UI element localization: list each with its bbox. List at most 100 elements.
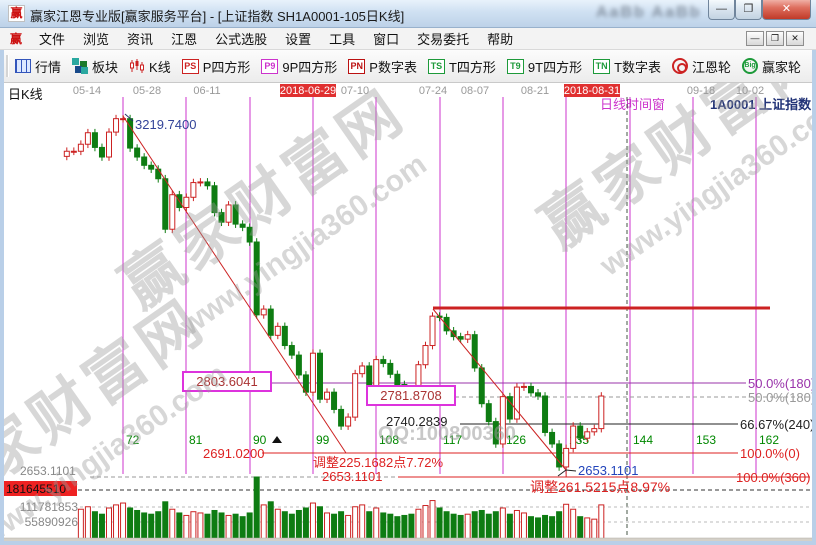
volume-bar: [84, 506, 91, 540]
candle-body: [309, 352, 316, 393]
candle-body: [570, 425, 577, 449]
volume-bar: [183, 514, 190, 540]
date-tick: 09-18: [687, 85, 715, 97]
volume-bar: [77, 508, 84, 540]
candle-body: [535, 392, 542, 397]
window-frame-right: [812, 50, 816, 545]
toolbar-button-9P四方形[interactable]: P9 9P四方形: [261, 57, 337, 76]
count-label: 108: [379, 433, 399, 447]
annotation: 100.0%(0): [740, 446, 800, 461]
menu-item-浏览[interactable]: 浏览: [83, 32, 110, 47]
date-tick: 07-10: [341, 85, 369, 97]
toolbar-button-赢家轮[interactable]: Big 赢家轮: [742, 57, 801, 76]
toolbar-grip[interactable]: [6, 55, 9, 77]
candle-body: [246, 226, 253, 243]
toolbar-button-P数字表[interactable]: PN P数字表: [348, 57, 417, 76]
volume-bar: [197, 512, 204, 540]
menu-item-工具[interactable]: 工具: [329, 32, 356, 47]
volume-bar: [127, 507, 134, 540]
mdi-close-button[interactable]: ✕: [786, 31, 804, 46]
menu-item-设置[interactable]: 设置: [285, 32, 312, 47]
date-tick-highlight: 2018-06-29: [280, 85, 336, 97]
candle-body: [63, 150, 70, 157]
toolbar-label: 9T四方形: [527, 59, 583, 75]
candle-body: [239, 223, 246, 228]
candle-body: [549, 431, 556, 445]
volume-bar: [577, 516, 584, 540]
menu-item-江恩[interactable]: 江恩: [171, 32, 198, 47]
volume-tick: 55890926: [25, 515, 79, 529]
menu-item-资讯[interactable]: 资讯: [127, 32, 154, 47]
candle-body: [506, 396, 513, 420]
candle-body: [542, 395, 549, 433]
candle-body: [499, 396, 506, 445]
volume-bar: [373, 507, 380, 540]
toolbar-button-江恩轮[interactable]: 江恩轮: [672, 57, 731, 76]
candle-body: [464, 334, 471, 340]
candle-body: [274, 325, 281, 336]
ps-box-icon: PS: [181, 58, 199, 74]
toolbar-button-行情[interactable]: 行情: [15, 57, 61, 76]
toolbar-label: K线: [149, 59, 171, 75]
trend-line: [432, 308, 567, 471]
menu-item-公式选股[interactable]: 公式选股: [215, 32, 268, 47]
toolbar-button-9T四方形[interactable]: T9 9T四方形: [506, 57, 583, 76]
candle-body: [520, 385, 527, 388]
annotation: 50.0%(180): [748, 376, 815, 391]
volume-bar: [359, 504, 366, 540]
minimize-button[interactable]: —: [708, 0, 735, 20]
volume-bar: [253, 476, 260, 540]
annotation: 调整225.1682点7.72%: [313, 455, 444, 470]
toolbar-button-K线[interactable]: K线: [129, 57, 171, 76]
volume-bar: [450, 513, 457, 540]
volume-bar: [563, 503, 570, 540]
volume-bar: [464, 513, 471, 540]
window-frame-bottom: [0, 541, 816, 545]
volume-bar: [274, 508, 281, 540]
volume-bar: [176, 512, 183, 540]
menu-item-交易委托[interactable]: 交易委托: [417, 32, 470, 47]
candle-body: [331, 391, 338, 410]
toolbar-button-P四方形[interactable]: PS P四方形: [181, 57, 251, 76]
window-frame-left: [0, 50, 4, 545]
volume-bar: [190, 511, 197, 540]
volume-bar: [281, 511, 288, 540]
candle-body: [485, 403, 492, 423]
maximize-button[interactable]: ❐: [735, 0, 762, 20]
candle-body: [324, 391, 331, 400]
volume-bar: [387, 513, 394, 540]
toolbar-label: P四方形: [202, 59, 251, 75]
date-tick: 07-24: [419, 85, 447, 97]
menu-item-窗口[interactable]: 窗口: [373, 32, 400, 47]
candle-body: [105, 131, 112, 158]
mdi-minimize-button[interactable]: —: [746, 31, 764, 46]
close-button[interactable]: ✕: [762, 0, 811, 20]
volume-bar: [324, 512, 331, 540]
menu-item-帮助[interactable]: 帮助: [487, 32, 514, 47]
mdi-restore-button[interactable]: ❐: [766, 31, 784, 46]
count-label: 117: [443, 433, 462, 447]
candle-body: [556, 443, 563, 468]
toolbar-label: 板块: [92, 59, 119, 75]
volume-bar: [570, 508, 577, 540]
pointer-line: [557, 469, 577, 477]
menu-item-文件[interactable]: 文件: [39, 32, 66, 47]
volume-bar: [232, 513, 239, 540]
date-tick: 08-07: [461, 85, 489, 97]
volume-bar: [316, 506, 323, 540]
count-label: 144: [633, 433, 653, 447]
kline-chart[interactable]: 05-14 05-28 06-11 2018-06-29 07-10 07-24 08-07…: [0, 16, 816, 545]
symbol-caption: 1A0001 上证指数: [710, 97, 812, 112]
candle-body: [471, 334, 478, 369]
count-label: 81: [189, 433, 203, 447]
toolbar-button-板块[interactable]: 板块: [72, 57, 118, 76]
candle-body: [380, 359, 387, 364]
date-tick: 10-02: [736, 85, 764, 97]
toolbar-label: T四方形: [448, 59, 496, 75]
toolbar-button-T四方形[interactable]: TS T四方形: [427, 57, 496, 76]
p9-box-icon: P9: [261, 58, 279, 74]
candle-body: [338, 408, 345, 427]
toolbar-button-T数字表[interactable]: TN T数字表: [593, 57, 661, 76]
menu-logo-icon: 赢: [10, 32, 23, 46]
window-title: 赢家江恩专业版[赢家服务平台] - [上证指数 SH1A0001-105日K线]: [30, 9, 405, 24]
